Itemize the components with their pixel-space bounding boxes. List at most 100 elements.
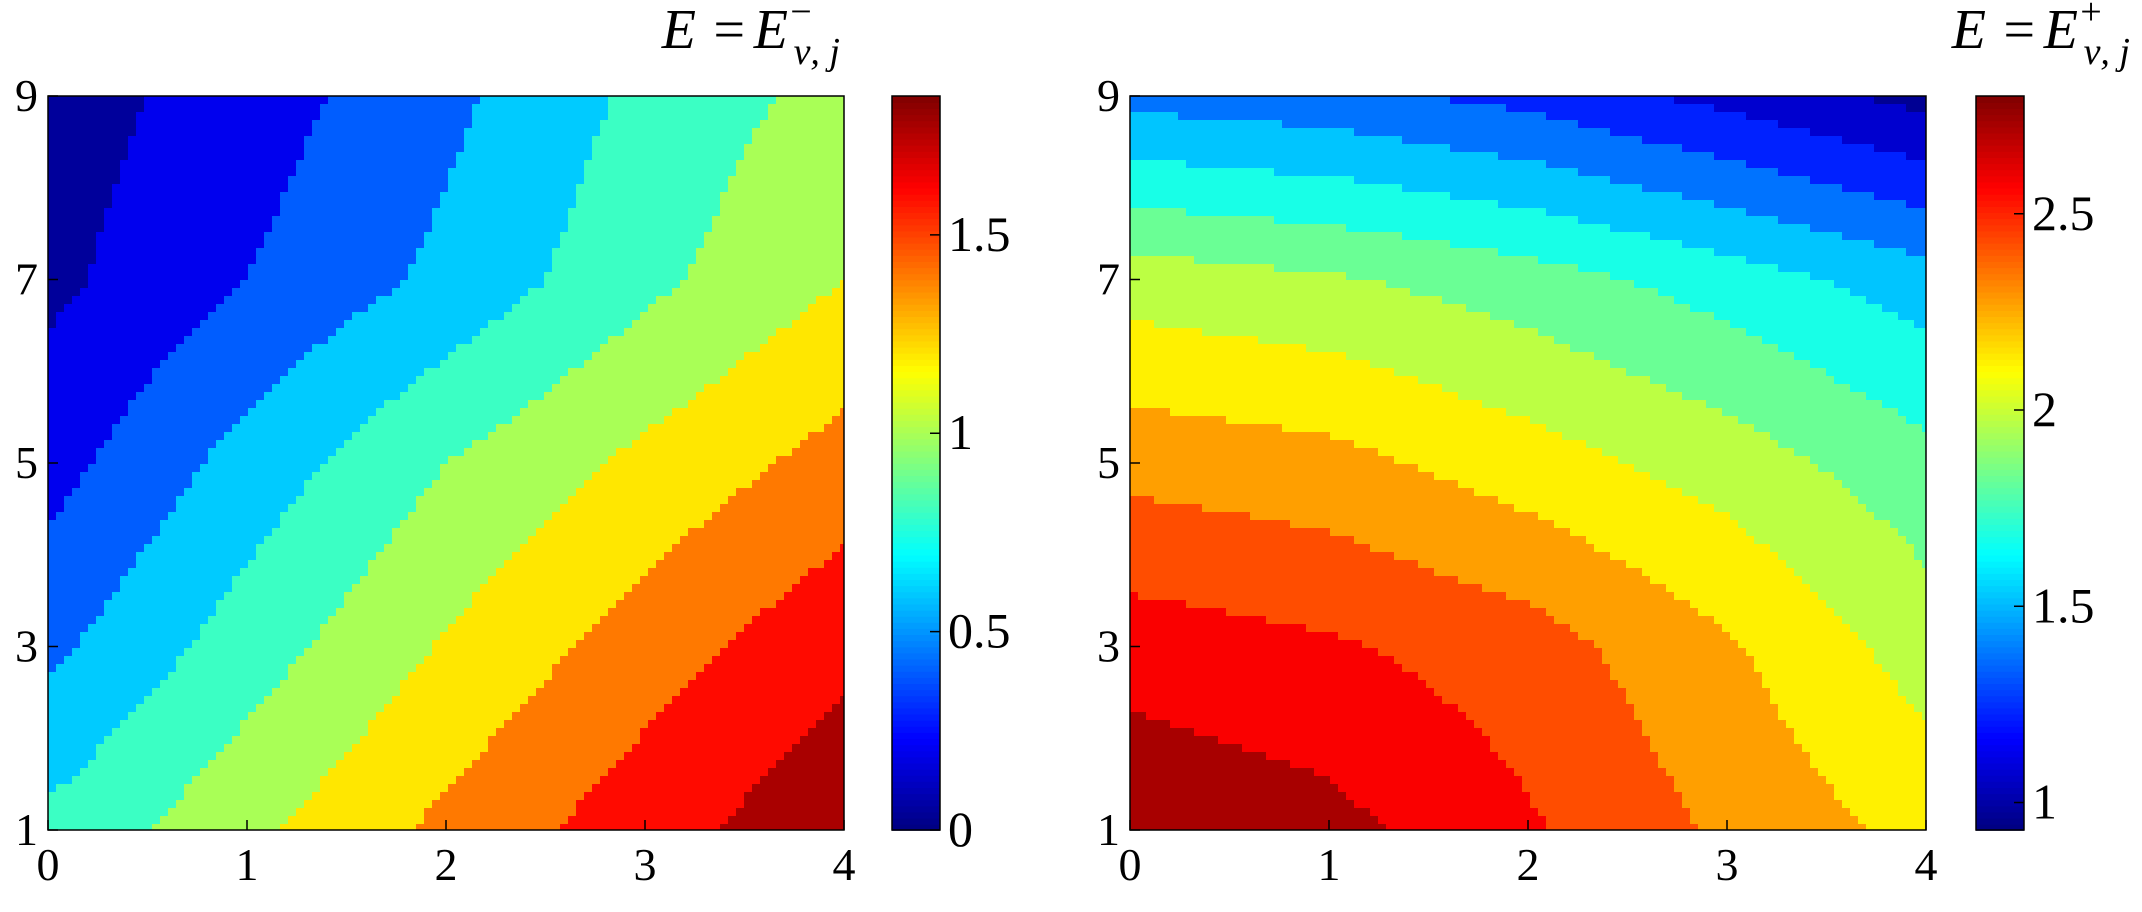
contour-cell: [232, 368, 241, 377]
contour-cell: [400, 280, 409, 289]
contour-cell: [168, 504, 177, 513]
contour-cell: [160, 432, 169, 441]
contour-cell: [392, 208, 401, 217]
contour-cell: [328, 520, 337, 529]
contour-cell: [472, 512, 481, 521]
contour-cell: [240, 720, 249, 729]
contour-cell: [88, 680, 97, 689]
contour-cell: [240, 264, 249, 273]
contour-cell: [80, 176, 89, 185]
contour-cell: [432, 784, 441, 793]
contour-cell: [344, 552, 353, 561]
contour-cell: [296, 384, 305, 393]
contour-cell: [304, 624, 313, 633]
contour-cell: [120, 152, 129, 161]
contour-cell: [272, 144, 281, 153]
contour-cell: [144, 440, 153, 449]
contour-cell: [264, 440, 273, 449]
contour-cell: [368, 256, 377, 265]
contour-cell: [240, 568, 249, 577]
contour-cell: [240, 648, 249, 657]
contour-cell: [232, 392, 241, 401]
contour-cell: [144, 336, 153, 345]
contour-cell: [200, 800, 209, 809]
contour-cell: [128, 432, 137, 441]
contour-cell: [64, 480, 73, 489]
contour-cell: [368, 104, 377, 113]
contour-cell: [56, 112, 65, 121]
contour-cell: [152, 240, 161, 249]
contour-cell: [288, 728, 297, 737]
contour-cell: [376, 760, 385, 769]
contour-cell: [448, 344, 457, 353]
contour-cell: [392, 672, 401, 681]
contour-cell: [432, 120, 441, 129]
contour-cell: [168, 808, 177, 817]
contour-cell: [384, 240, 393, 249]
contour-cell: [88, 824, 97, 830]
contour-cell: [48, 264, 57, 273]
contour-cell: [200, 144, 209, 153]
contour-cell: [344, 472, 353, 481]
contour-cell: [208, 792, 217, 801]
contour-cell: [352, 576, 361, 585]
contour-cell: [72, 280, 81, 289]
contour-cell: [104, 608, 113, 617]
contour-cell: [80, 384, 89, 393]
contour-cell: [368, 248, 377, 257]
contour-cell: [152, 592, 161, 601]
contour-cell: [144, 688, 153, 697]
contour-cell: [88, 384, 97, 393]
contour-cell: [64, 712, 73, 721]
contour-cell: [456, 280, 465, 289]
contour-cell: [56, 416, 65, 425]
contour-cell: [328, 624, 337, 633]
contour-cell: [168, 216, 177, 225]
contour-cell: [464, 576, 473, 585]
contour-cell: [88, 224, 97, 233]
contour-cell: [120, 808, 129, 817]
contour-cell: [312, 96, 321, 105]
contour-cell: [384, 336, 393, 345]
contour-cell: [184, 496, 193, 505]
contour-cell: [88, 432, 97, 441]
contour-cell: [296, 504, 305, 513]
contour-cell: [160, 248, 169, 257]
contour-cell: [136, 272, 145, 281]
contour-cell: [336, 728, 345, 737]
contour-cell: [288, 192, 297, 201]
contour-cell: [424, 480, 433, 489]
contour-cell: [72, 168, 81, 177]
contour-cell: [288, 376, 297, 385]
contour-cell: [264, 816, 273, 825]
contour-cell: [456, 824, 465, 830]
contour-cell: [336, 368, 345, 377]
contour-cell: [328, 448, 337, 457]
contour-cell: [408, 672, 417, 681]
contour-cell: [360, 744, 369, 753]
contour-cell: [208, 304, 217, 313]
contour-cell: [88, 320, 97, 329]
contour-cell: [400, 144, 409, 153]
contour-cell: [456, 184, 465, 193]
contour-cell: [456, 640, 465, 649]
contour-cell: [56, 736, 65, 745]
contour-cell: [288, 392, 297, 401]
contour-cell: [120, 120, 129, 129]
contour-cell: [352, 536, 361, 545]
contour-cell: [168, 824, 177, 830]
contour-cell: [168, 592, 177, 601]
contour-cell: [120, 640, 129, 649]
contour-cell: [224, 536, 233, 545]
contour-cell: [256, 624, 265, 633]
contour-cell: [112, 584, 121, 593]
contour-cell: [56, 720, 65, 729]
contour-cell: [112, 368, 121, 377]
contour-cell: [344, 136, 353, 145]
contour-cell: [328, 560, 337, 569]
contour-cell: [72, 120, 81, 129]
contour-cell: [120, 776, 129, 785]
contour-cell: [224, 784, 233, 793]
contour-cell: [392, 600, 401, 609]
contour-cell: [304, 224, 313, 233]
